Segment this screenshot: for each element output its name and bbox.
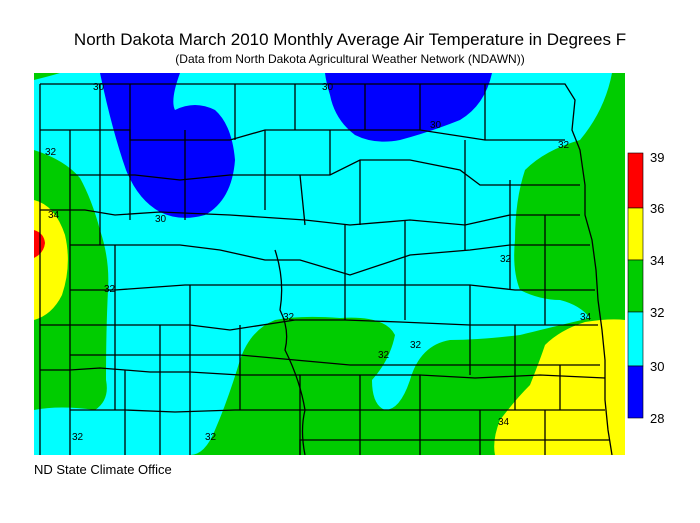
band-34-36-west [34, 200, 68, 320]
contour-label-34-b: 34 [580, 312, 592, 323]
contour-label-32-d: 32 [104, 284, 116, 295]
contour-label-34-c: 34 [498, 417, 510, 428]
legend-label-34: 34 [650, 253, 664, 268]
legend-label-39: 39 [650, 150, 664, 165]
contour-label-34-a: 34 [48, 210, 60, 221]
contour-label-32-f: 32 [378, 350, 390, 361]
band-28-30-north [325, 73, 492, 142]
band-28-30-west [100, 73, 235, 218]
legend-label-30: 30 [650, 359, 664, 374]
contour-label-30-a: 30 [93, 82, 105, 93]
legend-swatch-34-36 [627, 207, 644, 261]
contour-label-30-b: 30 [155, 214, 167, 225]
map-title: North Dakota March 2010 Monthly Average … [73, 30, 627, 49]
contour-label-32-c: 32 [500, 254, 512, 265]
map-subtitle: (Data from North Dakota Agricultural Wea… [175, 52, 525, 66]
legend-label-28: 28 [650, 411, 664, 426]
legend-label-32: 32 [650, 305, 664, 320]
legend-swatch-32-34 [627, 259, 644, 313]
legend-label-36: 36 [650, 201, 664, 216]
legend-swatch-28-30 [627, 365, 644, 419]
contour-label-30-c: 30 [322, 82, 334, 93]
contour-label-32-g: 32 [410, 340, 422, 351]
contour-label-32-h: 32 [205, 432, 217, 443]
contour-labels: 30 30 30 30 32 32 32 32 32 32 32 32 34 3… [45, 82, 592, 443]
legend: 39 36 34 32 30 28 [627, 150, 664, 426]
contour-label-30-d: 30 [430, 120, 442, 131]
contour-label-32-a: 32 [45, 147, 57, 158]
contour-label-32-e: 32 [283, 312, 295, 323]
legend-swatch-30-32 [627, 311, 644, 367]
county-boundaries [39, 83, 613, 455]
credit-text: ND State Climate Office [34, 462, 172, 477]
legend-swatch-36-39 [627, 152, 644, 209]
contour-label-32-b: 32 [558, 140, 570, 151]
contour-label-32-i: 32 [72, 432, 84, 443]
